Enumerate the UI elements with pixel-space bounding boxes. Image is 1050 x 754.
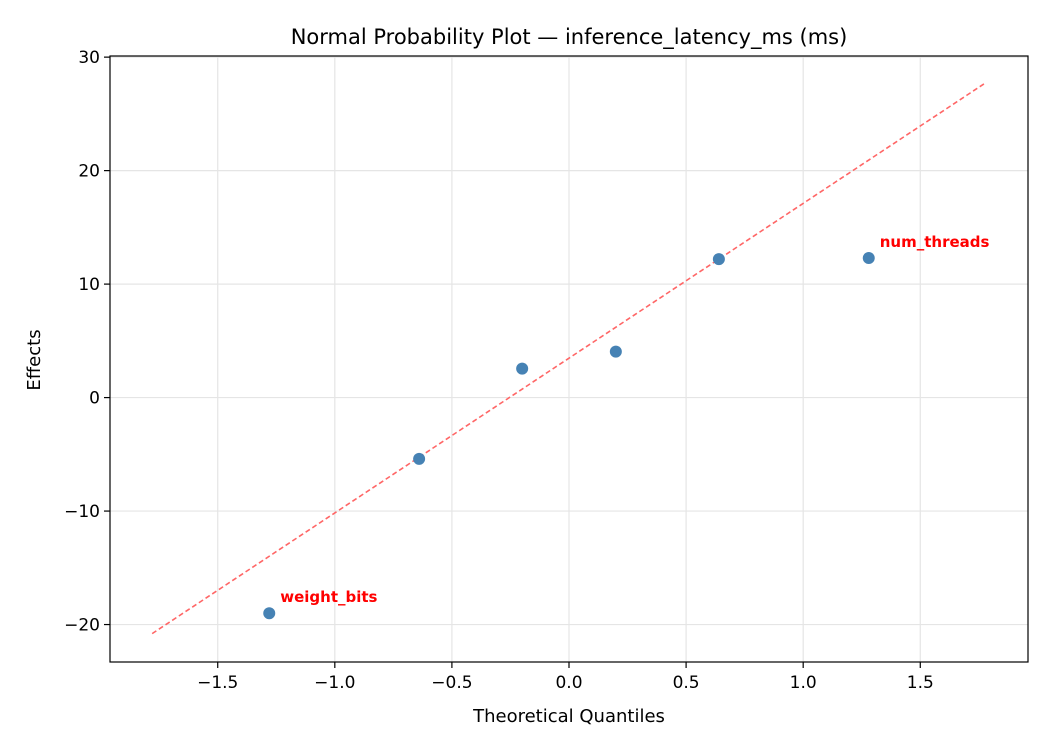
y-axis-label: Effects	[24, 329, 45, 390]
x-tick-label: 1.5	[907, 673, 934, 693]
x-tick-label: 1.0	[790, 673, 817, 693]
y-tick-label: 0	[89, 389, 100, 409]
data-point	[263, 607, 276, 620]
data-point	[516, 362, 529, 375]
data-point	[712, 253, 725, 266]
chart-title: Normal Probability Plot — inference_late…	[291, 25, 848, 50]
reference-line	[151, 82, 987, 635]
grid	[110, 56, 1028, 662]
y-tick-label: 10	[78, 275, 100, 295]
y-tick-label: 30	[78, 48, 100, 68]
x-tick-label: −1.5	[197, 673, 238, 693]
data-point	[862, 252, 875, 264]
x-axis: −1.5 −1.0 −0.5 0.0 0.5 1.0 1.5	[197, 662, 934, 693]
x-tick-label: −1.0	[314, 673, 355, 693]
x-tick-label: −0.5	[431, 673, 472, 693]
x-axis-label: Theoretical Quantiles	[472, 706, 665, 727]
x-tick-label: 0.5	[673, 673, 700, 693]
y-tick-label: −20	[64, 616, 100, 636]
y-axis: −20 −10 0 10 20 30	[64, 48, 110, 636]
reference-line-group	[151, 82, 987, 635]
x-tick-label: 0.0	[555, 673, 582, 693]
data-point	[609, 345, 622, 358]
data-point	[413, 452, 426, 465]
point-label: weight_bits	[280, 588, 377, 606]
y-tick-label: 20	[78, 162, 100, 182]
y-tick-label: −10	[64, 502, 100, 522]
point-label: num_threads	[880, 233, 990, 251]
points-group: weight_bits num_threads	[263, 233, 990, 620]
